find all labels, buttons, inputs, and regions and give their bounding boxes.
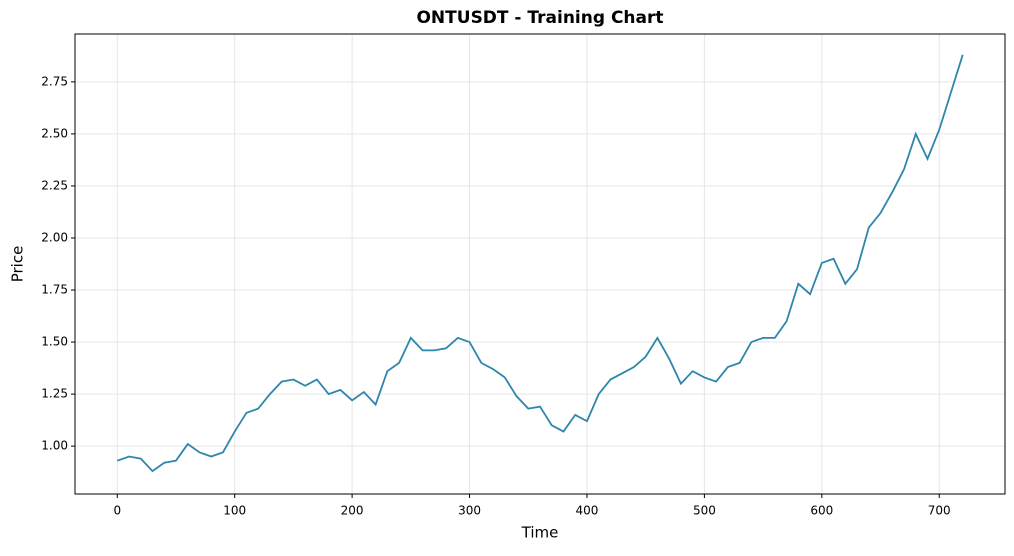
y-tick-label: 2.75 [41, 74, 68, 88]
chart-title: ONTUSDT - Training Chart [416, 8, 663, 28]
x-tick-label: 0 [113, 504, 121, 518]
x-tick-label: 200 [341, 504, 364, 518]
y-tick-label: 2.00 [41, 230, 68, 244]
x-axis-label: Time [521, 524, 559, 542]
y-tick-label: 2.50 [41, 126, 68, 140]
x-tick-label: 300 [458, 504, 481, 518]
y-tick-label: 1.75 [41, 283, 68, 297]
y-tick-label: 2.25 [41, 178, 68, 192]
price-line [116, 54, 964, 473]
x-tick-label: 400 [576, 504, 599, 518]
y-tick-label: 1.00 [41, 439, 68, 453]
y-tick-label: 1.25 [41, 387, 68, 401]
y-axis-label: Price [9, 246, 27, 283]
x-tick-label: 500 [693, 504, 716, 518]
x-tick-label: 100 [223, 504, 246, 518]
y-tick-label: 1.50 [41, 335, 68, 349]
x-tick-label: 600 [810, 504, 833, 518]
x-tick-label: 700 [928, 504, 951, 518]
plot-frame [74, 33, 1006, 495]
